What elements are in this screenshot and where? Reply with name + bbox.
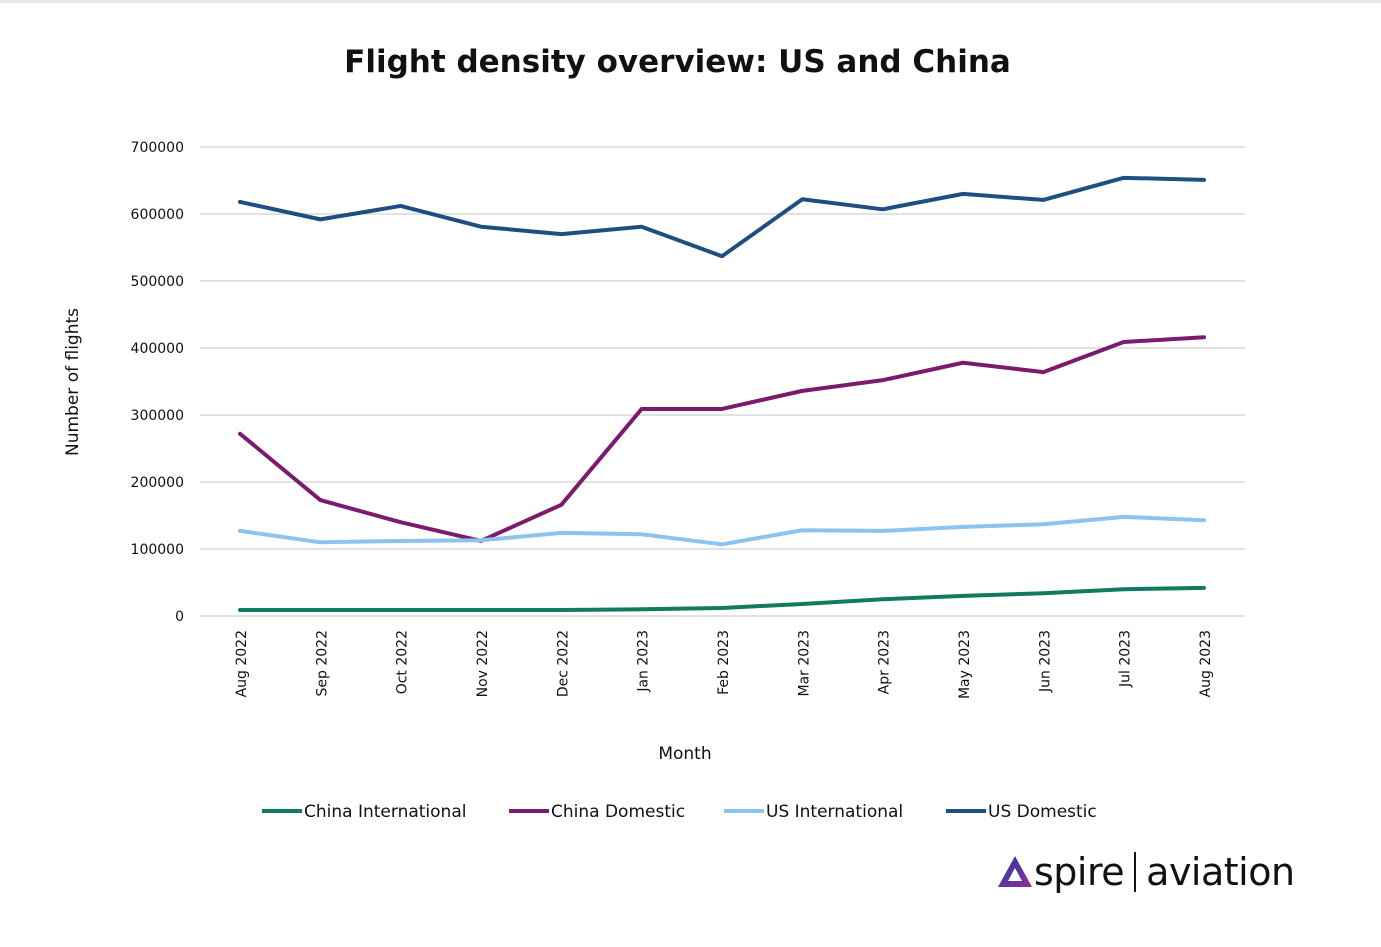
data-point xyxy=(559,503,563,507)
data-point xyxy=(640,407,644,411)
data-point xyxy=(559,531,563,535)
data-point xyxy=(1041,198,1045,202)
x-tick-label: Feb 2023 xyxy=(716,630,732,695)
x-tick-label: Aug 2022 xyxy=(234,630,250,697)
x-axis-label: Month xyxy=(658,744,711,764)
x-tick-label: Mar 2023 xyxy=(796,630,812,697)
y-tick-label: 500000 xyxy=(131,274,184,290)
data-point xyxy=(1122,176,1126,180)
data-point xyxy=(1122,587,1126,591)
data-point xyxy=(640,532,644,536)
data-point xyxy=(1202,335,1206,339)
x-tick-label: May 2023 xyxy=(957,630,973,699)
data-point xyxy=(399,539,403,543)
data-point xyxy=(238,529,242,533)
data-point xyxy=(961,192,965,196)
legend-label: China International xyxy=(304,802,466,822)
logo-brand: spire xyxy=(1034,850,1125,894)
chart-title: Flight density overview: US and China xyxy=(344,44,1011,80)
data-point xyxy=(399,204,403,208)
data-point xyxy=(800,389,804,393)
data-point xyxy=(800,197,804,201)
data-point xyxy=(318,498,322,502)
y-tick-label: 400000 xyxy=(131,341,184,357)
data-point xyxy=(399,520,403,524)
top-border xyxy=(0,0,1381,3)
x-tick-label: Jan 2023 xyxy=(636,630,652,693)
data-point xyxy=(318,217,322,221)
data-point xyxy=(479,608,483,612)
data-point xyxy=(238,432,242,436)
data-point xyxy=(559,232,563,236)
y-tick-label: 300000 xyxy=(131,408,184,424)
data-point xyxy=(800,602,804,606)
x-tick-label: Sep 2022 xyxy=(314,630,330,696)
data-point xyxy=(559,608,563,612)
data-point xyxy=(238,608,242,612)
data-point xyxy=(1041,591,1045,595)
legend-label: US International xyxy=(766,802,903,822)
data-point xyxy=(238,200,242,204)
data-point xyxy=(1202,178,1206,182)
data-point xyxy=(961,594,965,598)
data-point xyxy=(318,540,322,544)
y-axis-label: Number of flights xyxy=(63,308,83,456)
data-point xyxy=(1202,586,1206,590)
data-point xyxy=(800,528,804,532)
data-point xyxy=(1122,340,1126,344)
data-point xyxy=(961,525,965,529)
x-tick-label: Dec 2022 xyxy=(555,630,571,697)
y-tick-label: 0 xyxy=(175,609,184,625)
data-point xyxy=(479,538,483,542)
data-point xyxy=(479,225,483,229)
logo-divider xyxy=(1134,852,1137,892)
x-tick-label: Nov 2022 xyxy=(475,630,491,697)
data-point xyxy=(1041,370,1045,374)
logo-product: aviation xyxy=(1146,850,1295,894)
x-tick-label: Apr 2023 xyxy=(877,630,893,694)
data-point xyxy=(720,542,724,546)
series-line-us-domestic xyxy=(238,175,1206,259)
data-point xyxy=(640,225,644,229)
series-line-us-international xyxy=(238,514,1206,547)
spire-logo-icon xyxy=(998,856,1032,887)
data-point xyxy=(961,361,965,365)
data-point xyxy=(881,207,885,211)
x-tick-label: Aug 2023 xyxy=(1198,630,1214,697)
data-point xyxy=(881,597,885,601)
data-point xyxy=(1041,522,1045,526)
x-tick-label: Oct 2022 xyxy=(395,630,411,694)
data-point xyxy=(720,254,724,258)
data-point xyxy=(399,608,403,612)
spire-aviation-logo: spire aviation xyxy=(996,850,1295,894)
data-point xyxy=(318,608,322,612)
y-tick-label: 700000 xyxy=(131,140,184,156)
y-tick-label: 200000 xyxy=(131,475,184,491)
data-point xyxy=(881,378,885,382)
y-tick-label: 100000 xyxy=(131,542,184,558)
data-point xyxy=(720,606,724,610)
legend-label: US Domestic xyxy=(988,802,1097,822)
x-tick-label: Jul 2023 xyxy=(1118,630,1134,688)
data-point xyxy=(720,407,724,411)
series-line-china-domestic xyxy=(238,335,1206,543)
data-point xyxy=(640,607,644,611)
data-point xyxy=(1122,515,1126,519)
legend-label: China Domestic xyxy=(551,802,685,822)
data-point xyxy=(1202,518,1206,522)
y-tick-label: 600000 xyxy=(131,207,184,223)
data-point xyxy=(881,529,885,533)
x-tick-label: Jun 2023 xyxy=(1037,630,1053,693)
